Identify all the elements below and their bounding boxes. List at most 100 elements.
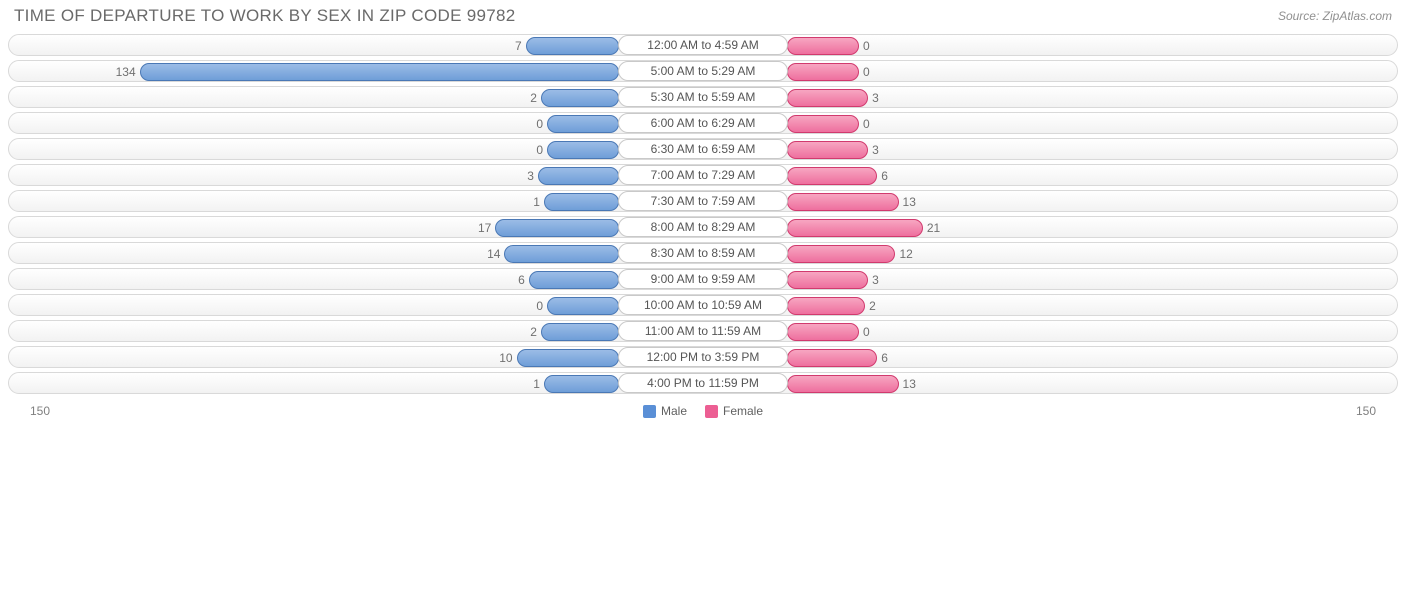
male-bar xyxy=(541,89,619,107)
chart-row: 6:00 AM to 6:29 AM 0 0 xyxy=(8,112,1398,134)
male-bar xyxy=(544,375,619,393)
axis-max-right: 150 xyxy=(1356,404,1376,418)
female-value: 6 xyxy=(881,165,888,187)
female-bar xyxy=(787,193,899,211)
row-track: 8:30 AM to 8:59 AM 14 12 xyxy=(8,242,1398,264)
male-bar xyxy=(544,193,619,211)
row-track: 4:00 PM to 11:59 PM 1 13 xyxy=(8,372,1398,394)
male-value: 2 xyxy=(530,87,537,109)
row-track: 8:00 AM to 8:29 AM1721 xyxy=(8,216,1398,238)
row-time-label: 5:00 AM to 5:29 AM xyxy=(618,61,788,81)
row-track: 6:30 AM to 6:59 AM 0 3 xyxy=(8,138,1398,160)
row-time-label: 12:00 AM to 4:59 AM xyxy=(618,35,788,55)
chart-row: 7:00 AM to 7:29 AM 3 6 xyxy=(8,164,1398,186)
male-bar xyxy=(541,323,619,341)
row-track: 12:00 PM to 3:59 PM106 xyxy=(8,346,1398,368)
axis-max-left: 150 xyxy=(30,404,50,418)
row-track: 10:00 AM to 10:59 AM02 xyxy=(8,294,1398,316)
male-value: 17 xyxy=(478,217,491,239)
row-time-label: 7:30 AM to 7:59 AM xyxy=(618,191,788,211)
row-time-label: 6:30 AM to 6:59 AM xyxy=(618,139,788,159)
male-value: 14 xyxy=(487,243,500,265)
female-value: 13 xyxy=(903,191,916,213)
male-bar xyxy=(547,297,619,315)
chart-row: 6:30 AM to 6:59 AM 0 3 xyxy=(8,138,1398,160)
female-bar xyxy=(787,141,868,159)
male-value: 0 xyxy=(536,113,543,135)
female-value: 13 xyxy=(903,373,916,395)
chart-row: 12:00 PM to 3:59 PM106 xyxy=(8,346,1398,368)
female-value: 3 xyxy=(872,87,879,109)
chart-body: 12:00 AM to 4:59 AM 7 0 5:00 AM to 5:29 AM 1… xyxy=(0,34,1406,394)
female-value: 0 xyxy=(863,35,870,57)
chart-row: 5:00 AM to 5:29 AM 134 0 xyxy=(8,60,1398,82)
male-value: 3 xyxy=(527,165,534,187)
male-bar xyxy=(526,37,619,55)
chart-footer: 150 Male Female 150 xyxy=(0,398,1406,428)
male-value: 2 xyxy=(530,321,537,343)
female-bar xyxy=(787,63,859,81)
female-bar xyxy=(787,297,865,315)
row-time-label: 4:00 PM to 11:59 PM xyxy=(618,373,788,393)
chart-row: 11:00 AM to 11:59 AM20 xyxy=(8,320,1398,342)
female-bar xyxy=(787,115,859,133)
female-bar xyxy=(787,349,877,367)
male-bar xyxy=(547,115,619,133)
male-bar xyxy=(140,63,619,81)
male-value: 0 xyxy=(536,295,543,317)
female-value: 3 xyxy=(872,269,879,291)
female-value: 0 xyxy=(863,61,870,83)
female-bar xyxy=(787,375,899,393)
female-bar xyxy=(787,271,868,289)
female-value: 0 xyxy=(863,113,870,135)
chart-source: Source: ZipAtlas.com xyxy=(1278,9,1392,23)
row-time-label: 8:30 AM to 8:59 AM xyxy=(618,243,788,263)
chart-row: 10:00 AM to 10:59 AM02 xyxy=(8,294,1398,316)
male-value: 0 xyxy=(536,139,543,161)
row-time-label: 6:00 AM to 6:29 AM xyxy=(618,113,788,133)
chart-row: 8:00 AM to 8:29 AM1721 xyxy=(8,216,1398,238)
male-value: 10 xyxy=(499,347,512,369)
male-bar xyxy=(538,167,619,185)
row-time-label: 5:30 AM to 5:59 AM xyxy=(618,87,788,107)
male-bar xyxy=(495,219,619,237)
male-bar xyxy=(517,349,619,367)
female-bar xyxy=(787,89,868,107)
chart-header: TIME OF DEPARTURE TO WORK BY SEX IN ZIP … xyxy=(0,0,1406,34)
row-track: 11:00 AM to 11:59 AM20 xyxy=(8,320,1398,342)
legend-male-label: Male xyxy=(661,404,687,418)
male-value: 1 xyxy=(533,373,540,395)
row-track: 5:30 AM to 5:59 AM 2 3 xyxy=(8,86,1398,108)
male-bar xyxy=(504,245,619,263)
chart-row: 9:00 AM to 9:59 AM63 xyxy=(8,268,1398,290)
female-value: 2 xyxy=(869,295,876,317)
male-value: 7 xyxy=(515,35,522,57)
female-bar xyxy=(787,219,923,237)
chart-row: 7:30 AM to 7:59 AM 1 13 xyxy=(8,190,1398,212)
row-track: 6:00 AM to 6:29 AM 0 0 xyxy=(8,112,1398,134)
female-bar xyxy=(787,323,859,341)
legend: Male Female xyxy=(643,404,763,418)
male-swatch-icon xyxy=(643,405,656,418)
female-value: 3 xyxy=(872,139,879,161)
chart-row: 8:30 AM to 8:59 AM 14 12 xyxy=(8,242,1398,264)
male-value: 134 xyxy=(116,61,136,83)
legend-female: Female xyxy=(705,404,763,418)
male-value: 1 xyxy=(533,191,540,213)
row-track: 9:00 AM to 9:59 AM63 xyxy=(8,268,1398,290)
female-value: 6 xyxy=(881,347,888,369)
female-swatch-icon xyxy=(705,405,718,418)
legend-male: Male xyxy=(643,404,687,418)
male-bar xyxy=(529,271,619,289)
male-bar xyxy=(547,141,619,159)
legend-female-label: Female xyxy=(723,404,763,418)
chart-title: TIME OF DEPARTURE TO WORK BY SEX IN ZIP … xyxy=(14,6,516,26)
row-track: 7:00 AM to 7:29 AM 3 6 xyxy=(8,164,1398,186)
female-bar xyxy=(787,167,877,185)
chart-row: 12:00 AM to 4:59 AM 7 0 xyxy=(8,34,1398,56)
female-value: 12 xyxy=(899,243,912,265)
row-time-label: 7:00 AM to 7:29 AM xyxy=(618,165,788,185)
chart-row: 5:30 AM to 5:59 AM 2 3 xyxy=(8,86,1398,108)
female-value: 0 xyxy=(863,321,870,343)
row-track: 7:30 AM to 7:59 AM 1 13 xyxy=(8,190,1398,212)
